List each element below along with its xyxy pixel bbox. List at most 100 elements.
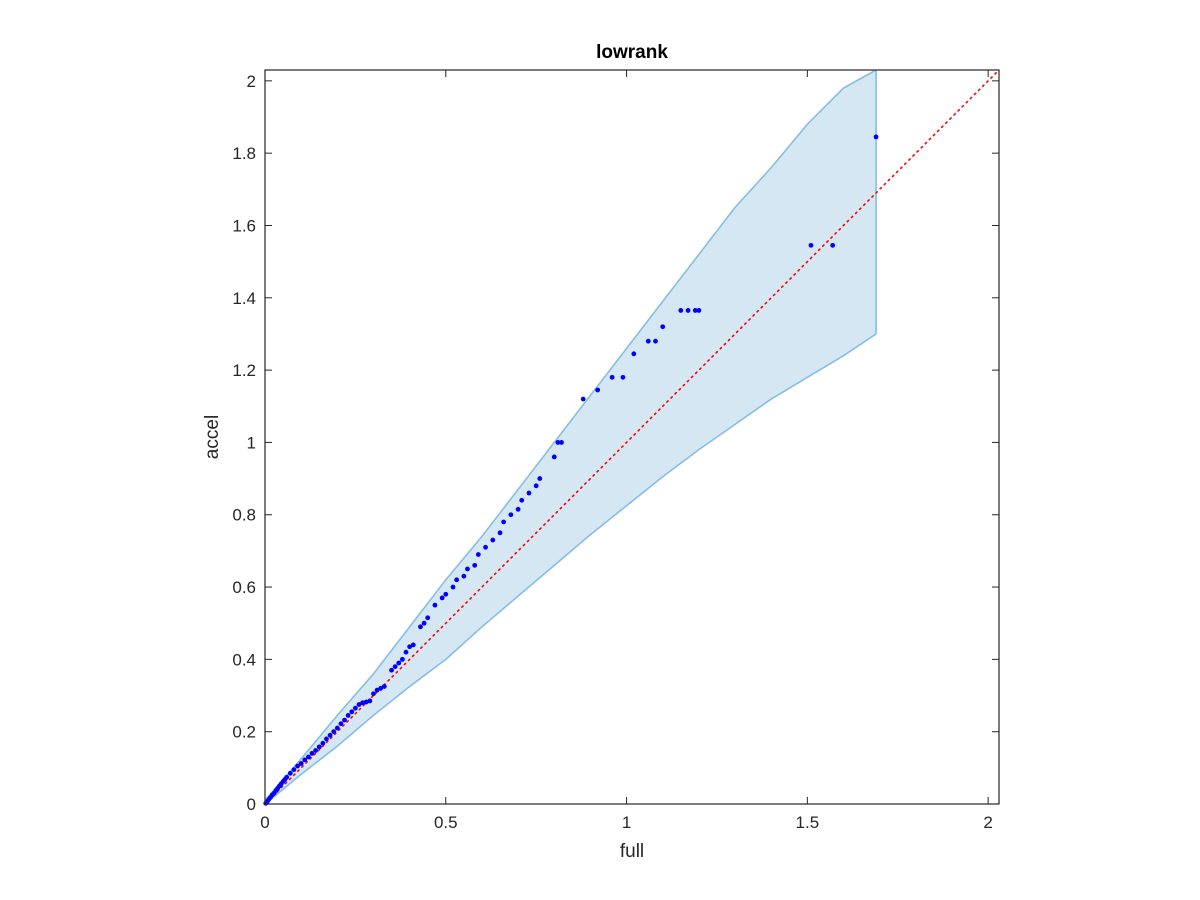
y-tick-label: 1 bbox=[247, 433, 256, 452]
data-point bbox=[342, 717, 347, 723]
data-point bbox=[418, 624, 423, 630]
data-point bbox=[392, 664, 398, 670]
data-point bbox=[363, 699, 369, 705]
data-point bbox=[653, 338, 658, 344]
y-tick-label: 1.6 bbox=[232, 216, 256, 235]
data-point bbox=[381, 684, 387, 689]
data-point bbox=[305, 754, 311, 760]
data-point bbox=[407, 644, 413, 650]
x-axis-ticks: 0 0.5 1 1.5 2 bbox=[260, 70, 993, 832]
data-point bbox=[555, 440, 561, 445]
data-point bbox=[309, 750, 315, 756]
data-point bbox=[631, 351, 637, 357]
data-point bbox=[515, 506, 521, 512]
data-point bbox=[830, 242, 836, 248]
chart-title: lowrank bbox=[596, 42, 668, 63]
data-point bbox=[660, 324, 666, 330]
data-point bbox=[410, 642, 416, 648]
y-tick-label: 0 bbox=[247, 795, 256, 814]
x-axis-label: full bbox=[620, 841, 644, 862]
y-tick-label: 0.4 bbox=[232, 650, 256, 669]
data-point bbox=[580, 396, 586, 402]
y-tick-label: 0.6 bbox=[232, 578, 256, 597]
data-point bbox=[685, 308, 691, 313]
data-point bbox=[356, 702, 362, 707]
y-tick-label: 2 bbox=[247, 72, 256, 91]
data-point bbox=[298, 761, 304, 766]
y-axis-label: accel bbox=[202, 415, 223, 459]
x-tick-label: 1.5 bbox=[796, 813, 820, 832]
data-point bbox=[609, 374, 615, 380]
data-point bbox=[439, 595, 445, 601]
data-point bbox=[526, 490, 532, 496]
data-point bbox=[338, 721, 344, 727]
confidence-band-fill bbox=[265, 70, 877, 804]
data-point bbox=[367, 698, 373, 704]
y-tick-label: 1.8 bbox=[232, 144, 256, 163]
data-point bbox=[678, 308, 684, 313]
data-point bbox=[551, 454, 557, 460]
data-point bbox=[443, 591, 449, 597]
data-point bbox=[645, 338, 651, 344]
data-point bbox=[295, 763, 300, 769]
y-tick-label: 1.2 bbox=[232, 361, 256, 380]
data-point bbox=[595, 387, 601, 393]
y-axis-ticks: 0 0.2 0.4 0.6 0.8 1 1.2 1.4 1.6 1.8 2 bbox=[232, 72, 999, 814]
data-point bbox=[371, 691, 376, 697]
data-point bbox=[490, 537, 496, 543]
data-point bbox=[450, 584, 456, 590]
confidence-band-group bbox=[264, 69, 877, 805]
data-point bbox=[559, 440, 564, 445]
data-point bbox=[472, 562, 478, 568]
x-tick-label: 2 bbox=[983, 813, 992, 832]
band-upper-edge bbox=[264, 69, 877, 801]
x-tick-label: 0.5 bbox=[434, 813, 458, 832]
scatter-points-group bbox=[263, 134, 879, 806]
y-tick-label: 0.2 bbox=[232, 723, 256, 742]
data-point bbox=[696, 308, 702, 313]
y-tick-label: 0.8 bbox=[232, 506, 256, 525]
data-point bbox=[421, 620, 427, 626]
data-point bbox=[873, 134, 879, 140]
data-point bbox=[475, 552, 481, 557]
data-point bbox=[519, 497, 525, 503]
data-point bbox=[291, 767, 297, 773]
data-point bbox=[334, 725, 340, 731]
data-point bbox=[501, 519, 507, 525]
band-lower-edge bbox=[264, 333, 877, 805]
data-point bbox=[313, 748, 319, 753]
data-point bbox=[454, 577, 460, 583]
data-point bbox=[320, 740, 326, 746]
x-tick-label: 0 bbox=[260, 813, 269, 832]
data-point bbox=[331, 729, 337, 735]
data-point bbox=[692, 308, 698, 313]
reference-diagonal-line bbox=[264, 69, 1000, 805]
data-point bbox=[327, 732, 333, 738]
data-point bbox=[360, 700, 366, 706]
data-point bbox=[302, 757, 308, 763]
data-point bbox=[461, 573, 467, 579]
data-point bbox=[352, 705, 358, 711]
data-point bbox=[483, 544, 488, 550]
data-point bbox=[620, 374, 626, 380]
data-point bbox=[399, 656, 405, 662]
data-point bbox=[497, 530, 503, 536]
data-point bbox=[533, 483, 539, 489]
data-point bbox=[316, 744, 322, 750]
data-point bbox=[508, 512, 514, 518]
data-point bbox=[396, 660, 402, 666]
data-point bbox=[808, 242, 814, 248]
reference-line-group bbox=[264, 69, 1000, 805]
data-point bbox=[287, 770, 293, 776]
data-point bbox=[324, 736, 329, 742]
data-point bbox=[465, 566, 470, 572]
data-point bbox=[374, 687, 380, 693]
plot-box-frame bbox=[264, 69, 1000, 805]
y-tick-label: 1.4 bbox=[232, 289, 256, 308]
data-point bbox=[537, 476, 543, 481]
data-point bbox=[389, 667, 394, 673]
data-point bbox=[403, 649, 409, 655]
x-tick-label: 1 bbox=[622, 813, 631, 832]
data-point bbox=[349, 709, 355, 715]
